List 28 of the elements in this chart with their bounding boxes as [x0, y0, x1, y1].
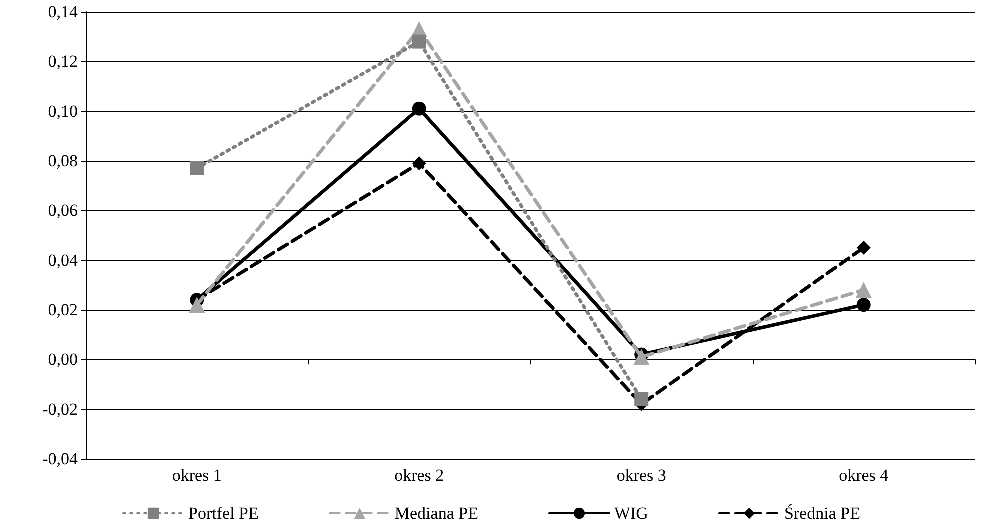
y-tick-label: -0,04 — [42, 450, 78, 468]
y-tick-label: -0,02 — [42, 400, 78, 419]
y-tick-label: 0,08 — [48, 152, 78, 170]
y-tick-label: 0,04 — [48, 250, 78, 270]
x-tick-label: okres 2 — [394, 466, 444, 485]
y-tick-label: 0,00 — [48, 350, 78, 370]
point — [856, 240, 871, 255]
point — [412, 156, 426, 170]
point — [856, 282, 872, 298]
legend-label: Średnia PE — [784, 504, 860, 523]
point — [856, 298, 871, 312]
y-tick-label: 0,02 — [48, 300, 78, 320]
y-tick-label: 0,12 — [48, 52, 78, 72]
x-tick-label: okres 1 — [172, 466, 222, 485]
y-tick-label: 0,06 — [48, 201, 78, 220]
y-tick-label: 0,10 — [48, 102, 78, 121]
point — [189, 297, 206, 314]
x-tick-label: okres 4 — [839, 466, 890, 485]
point — [412, 34, 426, 49]
legend-label: Portfel PE — [188, 504, 259, 523]
legend-label: Mediana PE — [394, 504, 478, 523]
point — [412, 102, 426, 116]
point — [190, 161, 204, 176]
point — [634, 392, 649, 406]
y-tick-label: 0,14 — [48, 2, 78, 22]
x-tick-label: okres 3 — [616, 466, 666, 485]
point — [634, 349, 650, 366]
legend-label: WIG — [614, 504, 648, 523]
